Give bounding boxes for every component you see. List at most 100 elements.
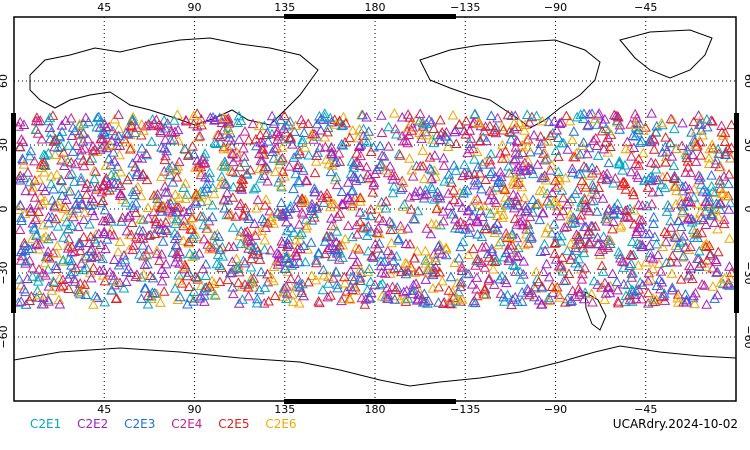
observation-marker xyxy=(252,293,263,304)
observation-marker xyxy=(643,228,655,238)
observation-marker xyxy=(400,238,412,249)
observation-marker xyxy=(553,180,565,190)
observation-marker xyxy=(607,223,618,234)
observation-marker xyxy=(661,257,672,267)
observation-marker xyxy=(78,264,89,275)
observation-marker xyxy=(450,165,462,175)
observation-marker xyxy=(542,295,554,306)
observation-marker xyxy=(86,152,98,163)
observation-marker xyxy=(219,156,231,167)
observation-marker xyxy=(134,224,145,235)
observation-marker xyxy=(18,158,30,169)
observation-marker xyxy=(44,252,56,263)
observation-marker xyxy=(20,255,32,266)
observation-marker xyxy=(444,294,456,305)
observation-marker xyxy=(121,225,133,236)
lon-tick-label-top: 90 xyxy=(188,1,202,14)
observation-marker xyxy=(562,198,573,209)
observation-marker xyxy=(105,169,117,180)
observation-marker xyxy=(24,150,36,161)
observation-marker xyxy=(206,211,218,222)
observation-marker xyxy=(142,290,154,300)
right-axis-bar xyxy=(734,113,739,313)
observation-marker xyxy=(88,262,99,273)
observation-marker xyxy=(387,173,399,184)
observation-marker xyxy=(469,108,481,118)
observation-marker xyxy=(340,117,352,128)
observation-marker xyxy=(155,120,167,131)
observation-marker xyxy=(644,135,656,146)
observation-marker xyxy=(321,188,333,198)
observation-marker xyxy=(376,127,388,137)
observation-marker xyxy=(50,213,62,224)
observation-marker xyxy=(137,239,149,250)
observation-marker xyxy=(685,241,696,252)
observation-marker xyxy=(99,129,111,139)
observation-marker xyxy=(173,275,185,285)
observation-marker xyxy=(19,240,31,250)
observation-marker xyxy=(348,162,360,172)
observation-marker xyxy=(313,296,324,306)
observation-marker xyxy=(713,211,724,222)
observation-marker xyxy=(637,279,649,290)
observation-marker xyxy=(54,131,66,142)
observation-marker xyxy=(228,241,239,251)
observation-marker xyxy=(190,191,202,201)
observation-marker xyxy=(170,239,182,250)
observation-marker xyxy=(376,196,388,207)
observation-marker xyxy=(610,110,622,121)
observation-marker xyxy=(483,275,495,285)
observation-marker xyxy=(227,166,238,177)
observation-marker xyxy=(712,143,724,154)
observation-marker xyxy=(13,204,24,215)
observation-marker xyxy=(700,219,712,230)
observation-marker xyxy=(718,170,730,181)
observation-marker xyxy=(214,131,226,142)
observation-marker xyxy=(313,247,324,257)
observation-marker xyxy=(43,233,54,244)
observation-marker xyxy=(406,125,418,135)
observation-marker xyxy=(670,232,681,242)
observation-marker xyxy=(172,109,183,119)
observation-marker xyxy=(80,182,92,193)
observation-marker xyxy=(159,154,171,165)
observation-marker xyxy=(255,136,266,147)
observation-marker xyxy=(521,109,533,119)
legend-item-c2e2: C2E2 xyxy=(77,417,109,431)
observation-marker xyxy=(434,193,446,203)
observation-marker xyxy=(69,176,80,186)
observation-marker xyxy=(285,131,296,142)
observation-marker xyxy=(238,208,249,219)
observation-marker xyxy=(76,144,87,155)
observation-marker xyxy=(151,248,163,258)
observation-marker xyxy=(65,112,77,123)
observation-marker xyxy=(266,110,278,121)
observation-marker xyxy=(409,267,421,277)
observation-marker xyxy=(526,287,538,298)
observation-marker xyxy=(241,226,253,236)
observation-marker xyxy=(22,167,34,177)
observation-marker xyxy=(285,273,297,284)
observation-marker xyxy=(632,259,644,270)
observation-marker xyxy=(611,276,623,287)
observation-marker xyxy=(592,238,604,249)
observation-marker xyxy=(320,141,331,152)
observation-marker xyxy=(269,143,280,154)
observation-marker xyxy=(331,156,342,166)
observation-marker xyxy=(187,212,199,223)
observation-marker xyxy=(129,127,141,137)
observation-marker xyxy=(536,115,548,126)
observation-marker xyxy=(707,281,719,291)
observation-marker xyxy=(500,227,512,238)
observation-marker xyxy=(354,123,365,134)
observation-marker xyxy=(22,273,33,284)
observation-marker xyxy=(546,187,558,197)
observation-marker xyxy=(477,158,488,169)
observation-marker xyxy=(392,262,404,272)
observation-marker xyxy=(449,126,461,137)
observation-marker xyxy=(583,119,594,129)
observation-marker xyxy=(467,143,479,154)
observation-marker xyxy=(186,220,198,230)
observation-marker xyxy=(384,160,396,171)
observation-marker xyxy=(424,151,436,162)
